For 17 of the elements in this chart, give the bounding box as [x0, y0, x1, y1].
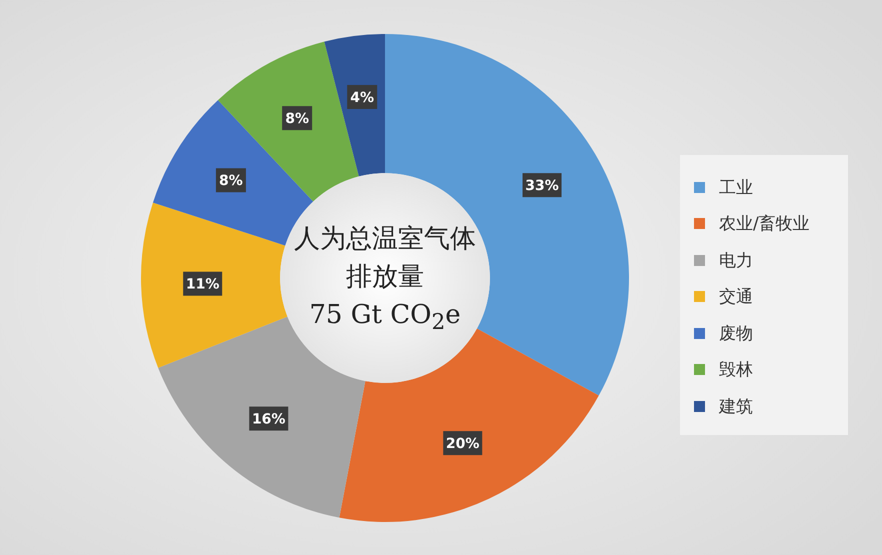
data-label: 8% [219, 173, 243, 190]
data-label: 20% [446, 436, 480, 452]
data-label: 4% [350, 90, 374, 106]
data-label: 11% [186, 276, 220, 293]
data-label: 8% [285, 111, 309, 128]
legend-label: 交通 [719, 286, 753, 308]
data-label: 33% [525, 178, 559, 194]
legend-label: 工业 [719, 176, 753, 199]
legend-label: 农业/畜牧业 [719, 213, 810, 236]
donut-slice [339, 328, 599, 522]
donut-slice [141, 202, 288, 368]
text: 75 Gt CO$_{2}$e [308, 299, 462, 338]
legend-label: 毁林 [719, 359, 753, 382]
legend-label: 电力 [719, 250, 753, 272]
data-label: 16% [252, 412, 286, 428]
legend-label: 废物 [719, 322, 753, 345]
legend-label: 建筑 [719, 396, 753, 418]
